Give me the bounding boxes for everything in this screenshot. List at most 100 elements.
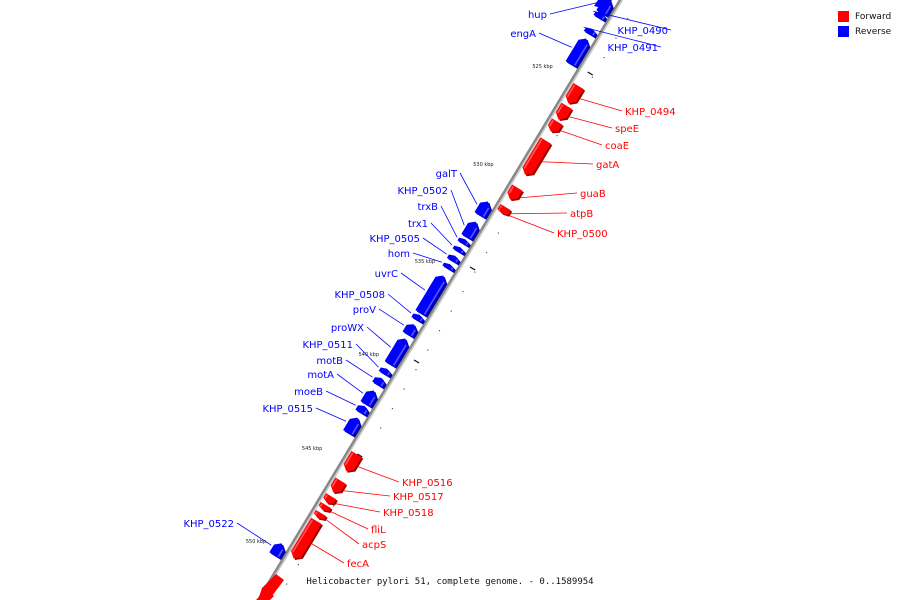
gene-trxb (457, 237, 471, 249)
gene-connector (440, 205, 458, 238)
gene-highlight (324, 494, 328, 499)
gene-highlight (423, 281, 445, 315)
gene-arrow (442, 262, 455, 272)
gene-khp-0491 (583, 27, 598, 39)
minor-tick (556, 135, 558, 137)
tick-label-545: 545 kbp (302, 446, 322, 452)
gene-gata (522, 137, 553, 177)
gene-guab (507, 184, 524, 202)
gene-label-khp-0522: KHP_0522 (183, 519, 234, 530)
gene-connector (538, 32, 572, 48)
gene-highlight (523, 138, 543, 169)
gene-arrow (415, 275, 446, 317)
gene-label-trx1: trx1 (408, 219, 428, 230)
gene-arrow (565, 38, 589, 68)
gene-connector (430, 222, 453, 246)
gene-enga (565, 38, 591, 69)
gene-khp-0517 (330, 477, 348, 495)
gene-highlight (331, 479, 338, 487)
gene-feca (291, 517, 323, 560)
gene-connector (549, 1, 599, 15)
minor-tick (474, 271, 476, 273)
gene-label-khp-0516: KHP_0516 (402, 478, 453, 489)
gene-khp-0505 (446, 254, 461, 266)
gene-highlight (601, 16, 605, 20)
tick-label-530: 530 kbp (473, 162, 493, 168)
gene-arrow (330, 477, 346, 493)
gene-motb (372, 377, 387, 390)
minor-tick (627, 18, 629, 20)
gene-khp-0500 (497, 206, 511, 217)
gene-label-khp-0490: KHP_0490 (617, 26, 668, 37)
gene-highlight (368, 396, 376, 406)
gene-arrow (372, 377, 386, 388)
gene-highlight (351, 423, 360, 435)
tick-mark-540 (413, 359, 420, 364)
gene-label-khp-0491: KHP_0491 (607, 43, 658, 54)
gene-arrow (593, 11, 606, 22)
gene-moeb (355, 405, 370, 418)
minor-tick (333, 505, 335, 507)
gene-uvrc (415, 275, 448, 318)
gene-khp-0508 (411, 313, 426, 325)
gene-arrow (318, 501, 331, 512)
gene-connector (542, 161, 594, 165)
gene-arrow (343, 450, 362, 472)
gene-label-khp-0515: KHP_0515 (262, 404, 313, 415)
gene-label-spee: speE (615, 124, 639, 135)
gene-connector (593, 10, 672, 31)
gene-khp-0494 (565, 82, 586, 105)
gene-connector (459, 172, 478, 205)
gene-connector (378, 308, 405, 326)
gene-connector (366, 326, 391, 348)
minor-tick (497, 232, 499, 234)
tick-label-550: 550 kbp (246, 539, 266, 545)
gene-highlight (574, 44, 588, 66)
gene-arrow (360, 390, 377, 408)
gene-arrow (402, 324, 417, 338)
gene-khp-0511 (378, 367, 393, 379)
gene-highlight (469, 227, 478, 239)
minor-tick (286, 583, 288, 585)
minor-tick (450, 310, 452, 312)
gene-label-feca: fecA (347, 559, 369, 570)
gene-arrow (507, 184, 523, 200)
gene-connector (330, 511, 369, 530)
minor-tick (427, 349, 429, 351)
gene-highlight (455, 259, 459, 263)
gene-spee (555, 102, 574, 121)
gene-label-khp-0505: KHP_0505 (369, 234, 420, 245)
gene-highlight (419, 318, 423, 322)
gene-connector (387, 293, 412, 314)
gene-highlight (508, 186, 514, 194)
gene-label-khp-0517: KHP_0517 (393, 492, 444, 503)
gene-highlight (592, 32, 596, 36)
gene-label-uvrc: uvrC (375, 269, 398, 280)
minor-tick (391, 408, 394, 410)
minor-tick (615, 37, 617, 39)
gene-highlight (482, 207, 490, 217)
minor-tick (462, 291, 464, 293)
gene-arrow (461, 221, 479, 241)
gene-arrow (343, 417, 361, 437)
gene-arrow (474, 201, 491, 219)
gene-highlight (387, 372, 390, 376)
gene-galt (474, 201, 492, 220)
gene-arrow (555, 102, 572, 120)
gene-arrow (269, 543, 285, 559)
gene-highlight (380, 382, 385, 387)
gene-label-khp-0494: KHP_0494 (625, 107, 676, 118)
gene-label-khp-0518: KHP_0518 (383, 508, 434, 519)
legend: Forward Reverse (838, 9, 891, 39)
gene-connector (336, 373, 364, 394)
tick-mark-545 (356, 453, 363, 458)
gene-mota (360, 390, 378, 409)
gene-label-enga: engA (510, 29, 536, 40)
legend-label-forward: Forward (855, 11, 892, 22)
gene-connector (355, 343, 379, 368)
gene-connector (509, 215, 555, 234)
gene-arrow (446, 254, 460, 265)
gene-highlight (566, 84, 576, 98)
gene-arrow (323, 493, 337, 504)
